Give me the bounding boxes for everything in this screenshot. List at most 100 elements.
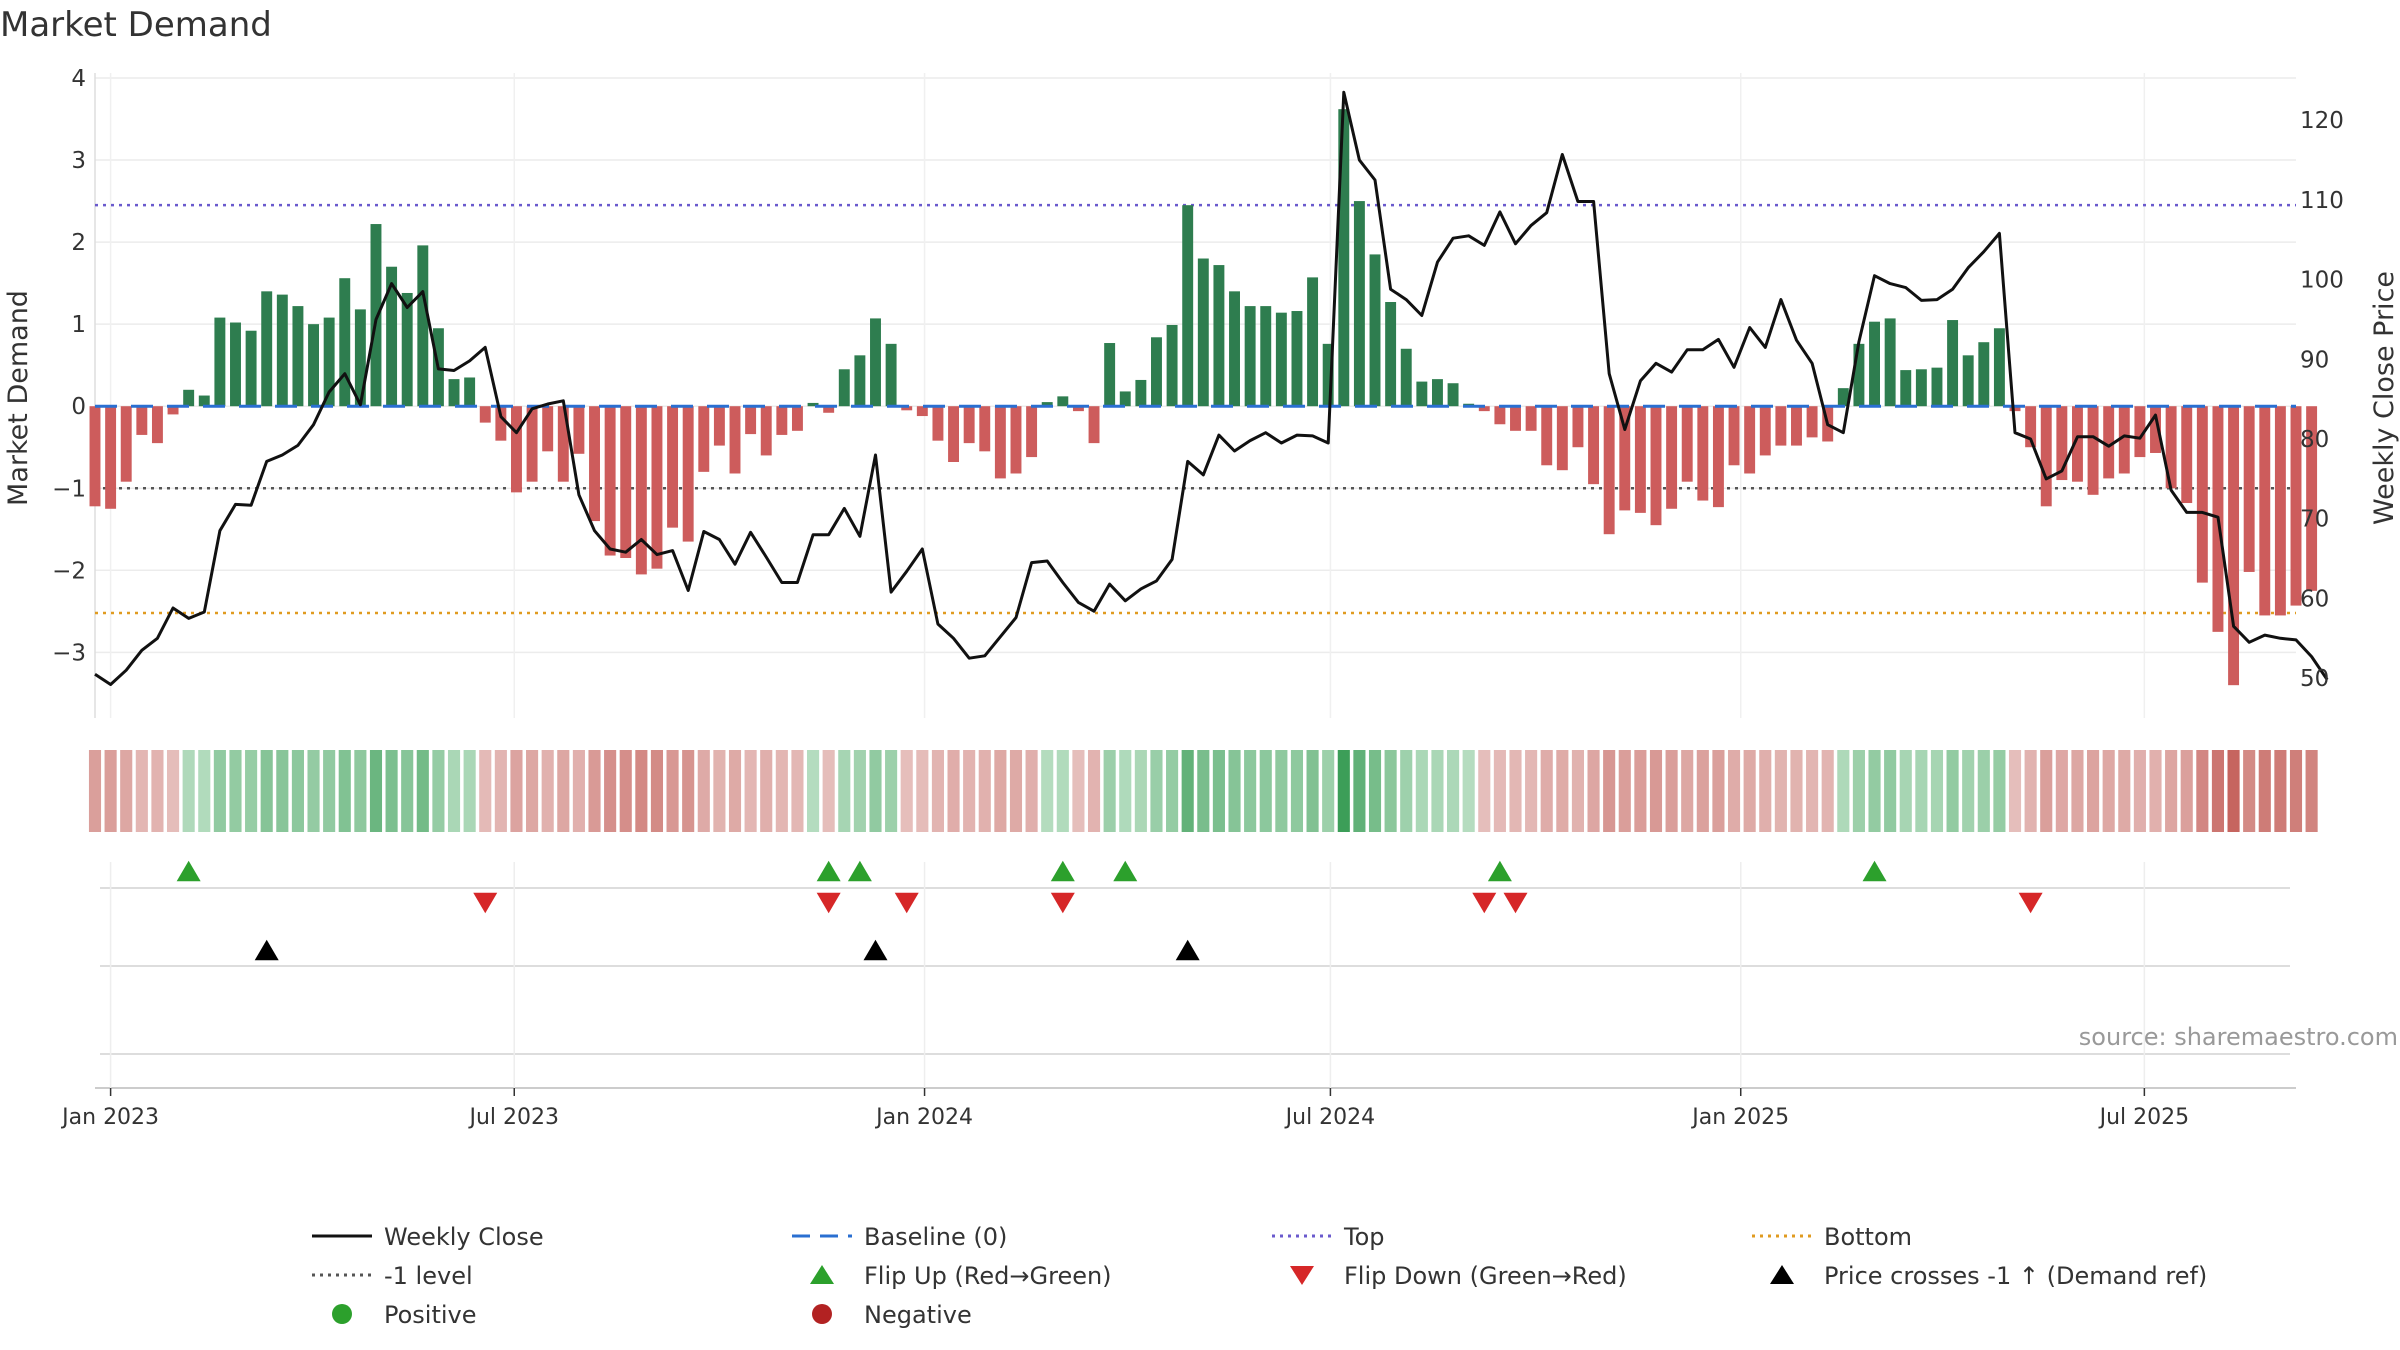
- chart-title: Market Demand: [0, 5, 272, 45]
- heat-cell: [1571, 750, 1584, 832]
- demand-bar: [589, 406, 600, 522]
- y2-tick-label: 60: [2300, 586, 2329, 612]
- demand-bar: [167, 406, 179, 415]
- demand-bar: [2118, 406, 2130, 474]
- heat-cell: [604, 750, 617, 832]
- demand-bar: [323, 317, 335, 407]
- demand-bar: [214, 317, 226, 407]
- legend-label: Flip Up (Red→Green): [864, 1262, 1112, 1290]
- demand-bar: [1759, 406, 1771, 456]
- legend-symbol-price-cross: [1770, 1265, 1794, 1284]
- demand-bar: [1041, 402, 1053, 407]
- demand-bar: [1229, 291, 1240, 407]
- heat-cell: [1821, 750, 1834, 832]
- y2-tick-label: 120: [2300, 108, 2344, 134]
- x-tick-label: Jan 2023: [60, 1105, 159, 1130]
- heat-cell: [416, 750, 429, 832]
- demand-bar: [1650, 406, 1662, 526]
- flip-down-marker: [894, 892, 919, 914]
- heat-cell: [1977, 750, 1990, 832]
- y-tick-label: −1: [52, 476, 86, 502]
- demand-bar: [1213, 265, 1225, 407]
- heat-cell: [1337, 750, 1350, 832]
- heat-cell: [650, 750, 664, 832]
- price-series: [94, 90, 2329, 686]
- demand-bar: [1510, 406, 1521, 431]
- demand-bar: [308, 324, 320, 407]
- demand-bar: [651, 406, 663, 569]
- heat-cell: [2227, 750, 2240, 832]
- demand-bar: [1681, 406, 1693, 482]
- demand-bar: [1775, 406, 1787, 446]
- y2-tick-label: 80: [2300, 427, 2329, 453]
- demand-bar: [1416, 381, 1428, 407]
- heat-cell: [1212, 750, 1225, 832]
- demand-bar: [386, 266, 398, 407]
- y2-tick-label: 110: [2300, 188, 2344, 214]
- demand-bar: [1494, 406, 1506, 425]
- demand-bar: [1884, 318, 1896, 407]
- heat-cell: [1540, 750, 1553, 832]
- demand-bar: [682, 406, 694, 542]
- y2-axis-ticks: 50 60 70 80 90 100 110 120: [2300, 108, 2344, 692]
- heat-cell: [1790, 750, 1803, 832]
- heat-cell: [947, 750, 960, 832]
- heat-cell: [2258, 750, 2271, 832]
- demand-bar: [2181, 406, 2193, 504]
- demand-bar: [667, 406, 679, 528]
- demand-bar: [1697, 406, 1709, 501]
- demand-bar: [1385, 302, 1397, 407]
- heat-cell: [1884, 750, 1897, 832]
- heat-cell: [2102, 750, 2115, 832]
- heat-cell: [494, 750, 507, 832]
- legend-label: Price crosses -1 ↑ (Demand ref): [1824, 1262, 2207, 1290]
- demand-bar: [1915, 369, 1927, 407]
- heat-cell: [198, 750, 211, 832]
- heat-cell: [1166, 750, 1179, 832]
- demand-bar: [120, 406, 132, 482]
- demand-bar: [916, 406, 928, 417]
- demand-bar: [417, 245, 429, 407]
- heat-cell: [432, 750, 445, 832]
- demand-bar: [151, 406, 163, 444]
- demand-bar: [1572, 406, 1584, 448]
- demand-bar: [89, 406, 101, 507]
- price-cross-marker: [1175, 939, 1200, 961]
- demand-bar: [292, 306, 304, 407]
- heat-cell: [1962, 750, 1975, 832]
- gridlines: [94, 73, 2296, 718]
- demand-bar: [2228, 406, 2240, 686]
- x-tick-label: Jul 2025: [2098, 1105, 2190, 1130]
- demand-bar: [464, 377, 476, 407]
- demand-bar: [1603, 406, 1615, 535]
- heat-cell: [1587, 750, 1600, 832]
- heat-cell: [479, 750, 492, 832]
- heat-cell: [978, 750, 991, 832]
- y-tick-label: 2: [71, 230, 86, 256]
- heat-cell: [2087, 750, 2100, 832]
- heat-cell: [369, 750, 383, 832]
- heat-cell: [463, 750, 476, 832]
- heat-cell: [1478, 750, 1491, 832]
- heat-cell: [151, 750, 164, 832]
- heat-cell: [666, 750, 679, 832]
- demand-bar: [495, 406, 507, 441]
- demand-bar: [1369, 254, 1381, 407]
- demand-bar: [557, 406, 569, 482]
- demand-bar: [1837, 388, 1849, 407]
- heat-cell: [1727, 750, 1741, 832]
- heat-cell: [1868, 750, 1881, 832]
- heat-cell: [1244, 750, 1257, 832]
- demand-bar: [448, 379, 460, 407]
- demand-bar: [745, 406, 757, 435]
- heat-cell: [1103, 750, 1116, 832]
- heat-cell: [2289, 750, 2303, 832]
- heat-cell: [401, 750, 414, 832]
- demand-bar: [791, 406, 803, 431]
- demand-bar: [1728, 406, 1740, 466]
- demand-bar: [2071, 406, 2083, 482]
- demand-bar: [2290, 406, 2302, 606]
- event-markers: [95, 860, 2296, 1089]
- demand-bar: [1072, 406, 1084, 412]
- demand-bar: [1588, 406, 1600, 485]
